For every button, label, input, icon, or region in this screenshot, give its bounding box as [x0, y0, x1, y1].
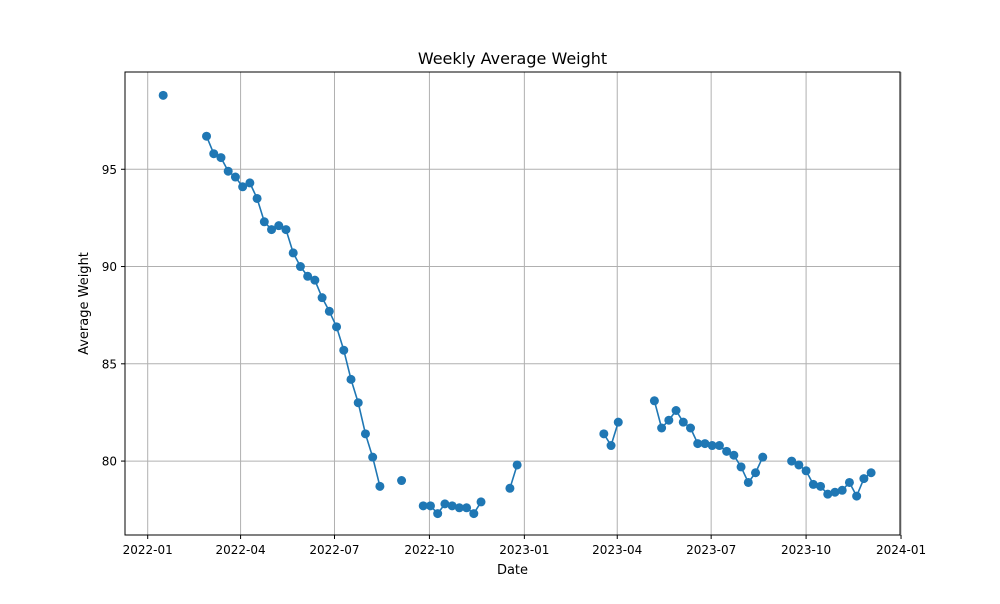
data-point [816, 481, 826, 491]
data-point [230, 172, 240, 182]
x-tick-label: 2023-07 [686, 543, 736, 557]
data-point [368, 452, 378, 462]
x-axis-ticks: 2022-01 2022-04 2022-07 2022-10 2023-01 2023-… [123, 535, 926, 557]
data-point [462, 503, 472, 513]
data-point [613, 417, 623, 427]
data-point [693, 439, 703, 449]
data-point [866, 468, 876, 478]
data-point [252, 193, 262, 203]
data-point [360, 429, 370, 439]
series-line-segment [342, 349, 352, 381]
data-point [288, 248, 298, 258]
x-tick-label: 2022-01 [123, 543, 173, 557]
data-point [267, 225, 277, 235]
data-point [324, 306, 334, 316]
data-point [505, 483, 515, 493]
data-point [671, 405, 681, 415]
data-point [332, 322, 342, 332]
data-point [216, 153, 226, 163]
data-point [433, 509, 443, 519]
data-point [808, 479, 818, 489]
data-point [202, 131, 212, 141]
x-tick-label: 2022-10 [404, 543, 454, 557]
data-point [751, 468, 761, 478]
x-tick-label: 2023-01 [499, 543, 549, 557]
x-tick-label: 2022-07 [309, 543, 359, 557]
data-point [245, 178, 255, 188]
y-tick-label: 80 [102, 455, 117, 469]
data-point [447, 501, 457, 511]
series-line-segment [371, 456, 381, 488]
data-point [758, 452, 768, 462]
data-point [599, 429, 609, 439]
data-point [397, 476, 407, 486]
data-point [794, 460, 804, 470]
data-point [823, 489, 833, 499]
y-axis-label: Average Weight [77, 252, 92, 355]
data-point [317, 293, 327, 303]
data-point [440, 499, 450, 509]
data-point [649, 396, 659, 406]
data-point [158, 90, 168, 100]
series-points [158, 90, 876, 519]
data-point [686, 423, 696, 433]
y-tick-label: 90 [102, 260, 117, 274]
data-point [787, 456, 797, 466]
data-point [801, 466, 811, 476]
data-point [476, 497, 486, 507]
data-point [274, 221, 284, 231]
x-tick-label: 2024-01 [876, 543, 926, 557]
x-tick-label: 2023-04 [592, 543, 642, 557]
data-point [353, 398, 363, 408]
data-point [238, 182, 248, 192]
data-point [859, 474, 869, 484]
plot-frame [124, 71, 901, 536]
data-point [469, 509, 479, 519]
plot-area [125, 72, 900, 535]
data-point [454, 503, 464, 513]
y-tick-label: 85 [102, 357, 117, 371]
data-point [425, 501, 435, 511]
data-point [310, 275, 320, 285]
data-point [657, 423, 667, 433]
data-point [606, 441, 616, 451]
data-point [281, 225, 291, 235]
data-point [707, 441, 717, 451]
data-point [743, 477, 753, 487]
data-point [375, 481, 385, 491]
data-point [714, 441, 724, 451]
data-point [837, 485, 847, 495]
data-point [844, 477, 854, 487]
data-point [418, 501, 428, 511]
data-point [209, 149, 219, 159]
data-point [830, 487, 840, 497]
x-tick-label: 2022-04 [216, 543, 266, 557]
x-tick-label: 2023-10 [781, 543, 831, 557]
data-point [700, 439, 710, 449]
grid [125, 72, 902, 535]
data-point [722, 446, 732, 456]
data-point [729, 450, 739, 460]
y-tick-label: 95 [102, 163, 117, 177]
data-point [664, 415, 674, 425]
data-point [223, 166, 233, 176]
x-axis-label: Date [497, 563, 528, 578]
data-point [295, 262, 305, 272]
data-point [512, 460, 522, 470]
data-point [339, 345, 349, 355]
data-point [678, 417, 688, 427]
chart-title: Weekly Average Weight [418, 49, 607, 68]
data-point [346, 374, 356, 384]
y-axis-ticks: 80 85 90 95 [102, 163, 125, 469]
series-line-segment [357, 401, 367, 435]
data-point [259, 217, 269, 227]
data-point [303, 271, 313, 281]
data-point [852, 491, 862, 501]
series-line-segment [653, 399, 663, 429]
data-point [736, 462, 746, 472]
